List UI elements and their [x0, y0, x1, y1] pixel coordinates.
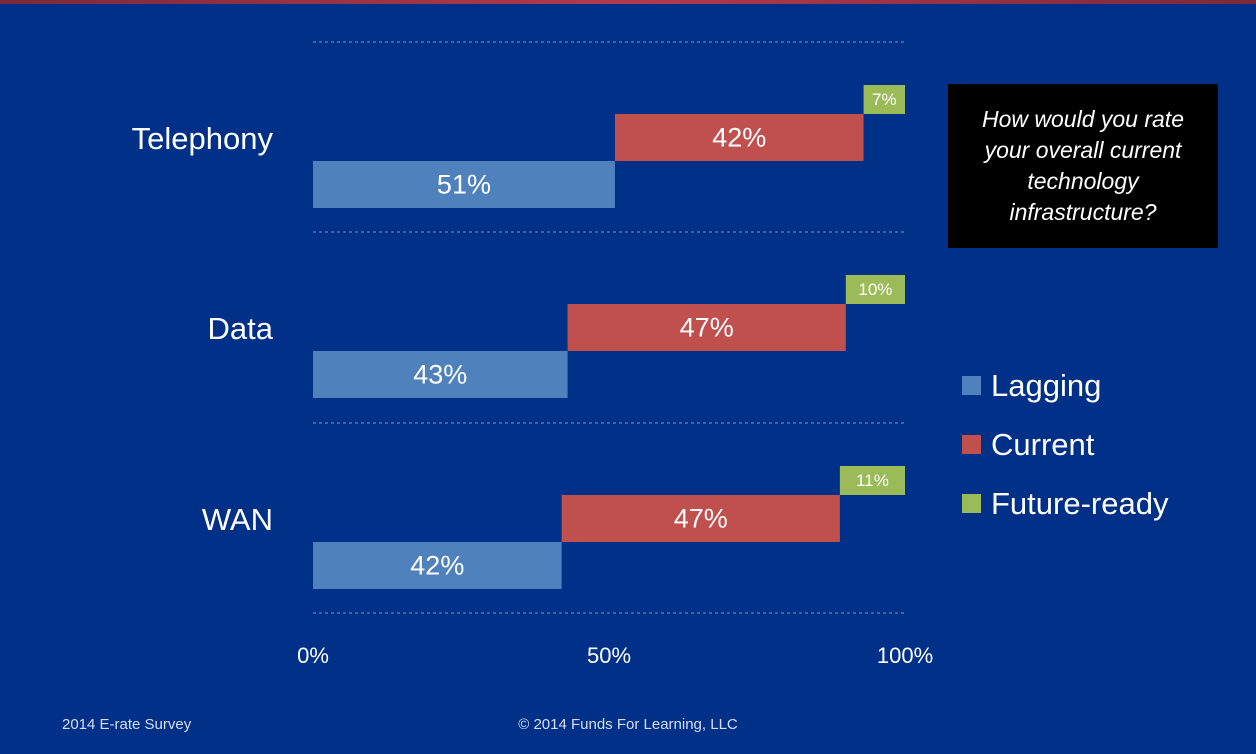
question-text: How would you rate your overall current … [982, 106, 1184, 225]
x-tick-label-0: 0% [297, 643, 329, 668]
bar-telephony-lagging [313, 161, 615, 208]
top-accent-rule [0, 0, 1256, 4]
bar-wan-current [561, 495, 840, 542]
data-label-wan-lagging: 42% [410, 551, 464, 581]
legend-label-current: Current [991, 426, 1095, 462]
legend-item-current: Current [962, 415, 1168, 474]
bar-data-current [567, 304, 846, 351]
legend-swatch-lagging [962, 376, 981, 395]
bar-wan-lagging [313, 542, 562, 589]
footer-copyright: © 2014 Funds For Learning, LLC [518, 716, 738, 733]
data-label-telephony-future-ready: 7% [872, 90, 897, 109]
data-label-data-current: 47% [680, 313, 734, 343]
bar-data-future-ready [845, 275, 905, 304]
data-label-wan-future-ready: 11% [856, 471, 889, 490]
category-label-telephony: Telephony [131, 121, 273, 156]
bar-wan-future-ready [839, 466, 905, 495]
category-label-wan: WAN [201, 502, 273, 537]
legend-swatch-future-ready [962, 494, 981, 513]
bar-telephony-future-ready [863, 85, 905, 114]
x-tick-label-1: 50% [586, 643, 632, 668]
bar-data-lagging [313, 351, 568, 398]
x-tick-label-2: 100% [876, 643, 934, 668]
footer-survey-name: 2014 E-rate Survey [62, 716, 192, 733]
data-label-telephony-current: 42% [712, 123, 766, 153]
question-box: How would you rate your overall current … [948, 84, 1218, 248]
legend: Lagging Current Future-ready [962, 356, 1168, 533]
legend-label-lagging: Lagging [991, 367, 1102, 403]
bar-telephony-current [614, 114, 864, 161]
data-label-wan-current: 47% [674, 504, 728, 534]
legend-label-future-ready: Future-ready [991, 485, 1169, 521]
data-label-telephony-lagging: 51% [437, 170, 491, 200]
category-label-data: Data [207, 311, 273, 346]
legend-item-future-ready: Future-ready [962, 474, 1168, 533]
legend-item-lagging: Lagging [962, 356, 1168, 415]
legend-swatch-current [962, 435, 981, 454]
data-label-data-future-ready: 10% [858, 280, 892, 299]
data-label-data-lagging: 43% [413, 360, 467, 390]
